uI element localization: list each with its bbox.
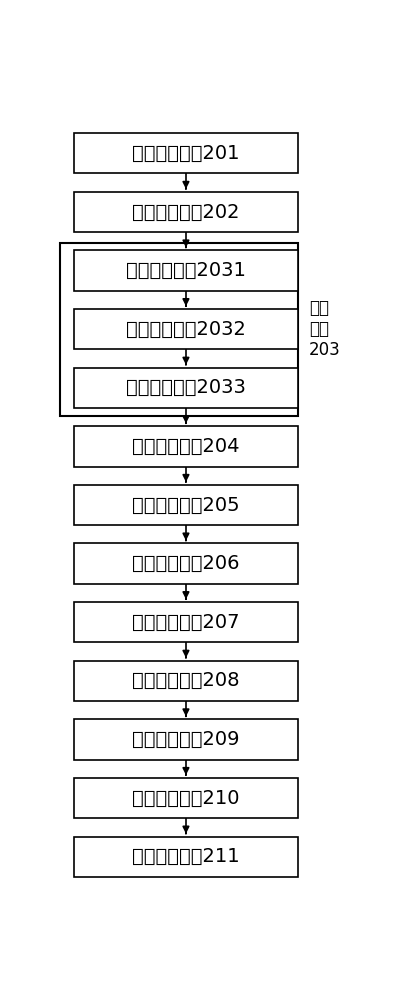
Text: 第二创建模块2032: 第二创建模块2032	[126, 320, 246, 339]
Bar	[73, 250, 298, 291]
Bar	[73, 133, 298, 173]
Bar	[73, 661, 298, 701]
Text: 第一识别单元201: 第一识别单元201	[132, 144, 240, 163]
Text: 第一确定单元204: 第一确定单元204	[132, 437, 240, 456]
Bar	[73, 485, 298, 525]
Text: 第三创建模块2033: 第三创建模块2033	[126, 378, 246, 397]
Bar	[73, 602, 298, 642]
Text: 第二识别单元207: 第二识别单元207	[132, 613, 240, 632]
Text: 第一创建模块2031: 第一创建模块2031	[126, 261, 246, 280]
Bar	[73, 192, 298, 232]
Bar	[73, 778, 298, 818]
Bar	[73, 837, 298, 877]
Text: 第三确定单元206: 第三确定单元206	[132, 554, 240, 573]
Bar	[73, 719, 298, 760]
Text: 第四识别单元202: 第四识别单元202	[132, 202, 240, 221]
Bar	[73, 368, 298, 408]
Bar	[73, 543, 298, 584]
Bar	[73, 426, 298, 467]
Text: 第三识别单元211: 第三识别单元211	[132, 847, 240, 866]
Text: 第六确定单元210: 第六确定单元210	[132, 789, 240, 808]
Text: 创建
单元
203: 创建 单元 203	[309, 299, 341, 359]
Bar	[73, 309, 298, 349]
Bar	[60, 243, 298, 416]
Text: 第四确定单元208: 第四确定单元208	[132, 671, 240, 690]
Text: 第五确定单元209: 第五确定单元209	[132, 730, 240, 749]
Text: 第二确定单元205: 第二确定单元205	[132, 495, 240, 514]
